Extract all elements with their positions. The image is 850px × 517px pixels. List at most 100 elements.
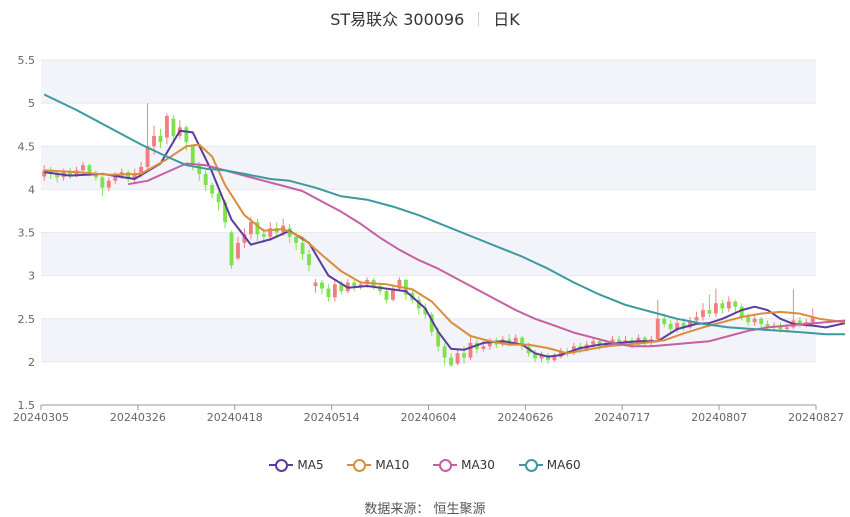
candle-body	[707, 310, 712, 314]
candle-body	[513, 337, 518, 343]
x-tick-label: 20240326	[110, 411, 166, 424]
candle-body	[171, 118, 176, 136]
header-separator	[478, 12, 480, 26]
candle-body	[752, 318, 757, 323]
x-tick-label: 20240717	[594, 411, 650, 424]
legend-ma10-icon	[347, 458, 372, 472]
legend-ma5-label: MA5	[297, 458, 324, 472]
candle-body	[55, 173, 60, 178]
series-line-ma30	[128, 162, 846, 348]
grid-band	[41, 275, 816, 319]
candle-body	[242, 234, 247, 243]
candle-body	[797, 320, 802, 324]
legend-item-ma60[interactable]: MA60	[518, 458, 581, 472]
candle-body	[481, 346, 486, 349]
candle-body	[520, 337, 525, 347]
candle-body	[223, 202, 227, 223]
candle-body	[655, 318, 660, 340]
candle-body	[384, 291, 389, 300]
candle-body	[539, 354, 544, 359]
candle-body	[681, 323, 686, 328]
candle-body	[746, 317, 751, 323]
candle-body	[332, 284, 337, 298]
candle-body	[720, 303, 725, 309]
candle-body	[442, 346, 447, 358]
legend-ma10-label: MA10	[375, 458, 410, 472]
data-source-note: 数据来源： 恒生聚源	[364, 502, 486, 517]
candle-body	[307, 254, 311, 266]
x-tick-label: 20240305	[13, 411, 69, 424]
candle-body	[326, 288, 331, 298]
candle-body	[255, 222, 260, 235]
candle-body	[158, 135, 163, 142]
candle-body	[139, 166, 144, 174]
candle-body	[68, 172, 72, 176]
y-tick-label: 5	[28, 97, 35, 110]
legend-ma60-label: MA60	[546, 458, 581, 472]
candle-body	[455, 353, 460, 364]
candle-body	[152, 135, 156, 147]
y-tick-label: 3.5	[18, 227, 36, 240]
candle-body	[436, 331, 441, 347]
candle-body	[449, 357, 454, 366]
candle-body	[339, 284, 344, 292]
candle-body	[726, 301, 731, 309]
candle-body	[617, 339, 621, 343]
legend-ma30-label: MA30	[461, 458, 495, 472]
legend-item-ma5[interactable]: MA5	[269, 458, 324, 472]
candle-body	[236, 242, 240, 259]
series-line-ma60	[43, 93, 846, 336]
candle-body	[778, 325, 783, 330]
candle-body	[190, 146, 195, 166]
grid-band	[41, 361, 816, 405]
candle-body	[216, 193, 221, 203]
candle-body	[675, 323, 680, 330]
candle-body	[533, 353, 537, 359]
candle-body	[203, 173, 208, 186]
legend-ma60-icon	[518, 458, 543, 472]
candle-body	[810, 317, 815, 323]
candle-body	[93, 173, 98, 178]
y-tick-label: 4.5	[18, 140, 36, 153]
legend-item-ma30[interactable]: MA30	[433, 458, 495, 472]
candle-body	[81, 165, 85, 171]
chart-legend: MA5 MA10 MA30 MA60	[0, 458, 850, 475]
candle-body	[320, 282, 324, 289]
candle-body	[313, 282, 318, 286]
x-tick-label: 20240418	[207, 411, 263, 424]
legend-ma30-icon	[433, 458, 458, 472]
candle-body	[468, 342, 473, 358]
x-tick-label: 20240514	[304, 411, 360, 424]
candle-body	[423, 308, 428, 315]
grid-band	[41, 232, 816, 276]
candle-body	[397, 279, 402, 289]
y-tick-label: 2	[28, 356, 35, 369]
candle-body	[106, 180, 111, 188]
candle-body	[785, 327, 789, 330]
grid-band	[41, 60, 816, 104]
candle-body	[662, 318, 667, 324]
x-tick-label: 20240626	[497, 411, 553, 424]
candle-body	[610, 339, 615, 343]
candle-body	[268, 228, 273, 237]
legend-item-ma10[interactable]: MA10	[347, 458, 409, 472]
candle-body	[416, 299, 421, 309]
candle-body	[759, 318, 764, 324]
candle-body	[300, 242, 305, 255]
candle-body	[694, 317, 699, 321]
candle-body	[462, 353, 466, 358]
period-tab[interactable]: 日K	[493, 10, 520, 29]
candle-body	[713, 303, 718, 314]
candle-body	[145, 146, 150, 167]
candle-body	[113, 175, 118, 181]
candle-body	[165, 116, 169, 138]
x-tick-label: 20240807	[691, 411, 747, 424]
y-tick-label: 4	[28, 183, 35, 196]
candle-body	[765, 323, 770, 328]
candle-body	[210, 185, 215, 194]
y-tick-label: 1.5	[18, 399, 36, 412]
candle-body	[184, 127, 189, 142]
kline-chart: 1.5 2 2.5 3 3.5 4 4.5 5 5.5 20240305 20240326 20240…	[13, 54, 846, 424]
candle-body	[294, 236, 299, 243]
grid-band	[41, 189, 816, 233]
